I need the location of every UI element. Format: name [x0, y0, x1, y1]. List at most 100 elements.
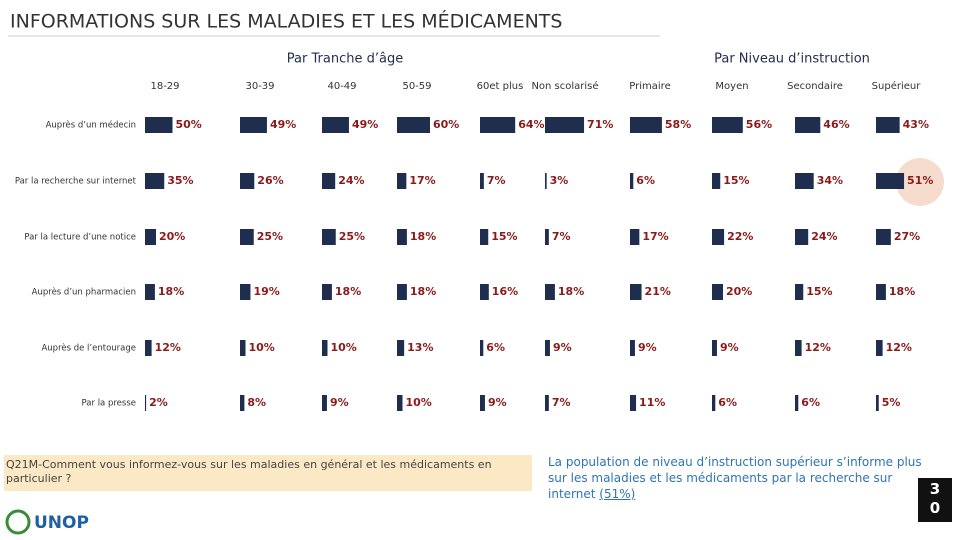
value-label: 58%	[665, 118, 691, 131]
value-label: 27%	[894, 230, 920, 243]
group-title: Par Niveau d’instruction	[714, 52, 870, 67]
value-label: 46%	[823, 118, 849, 131]
bar	[397, 284, 407, 300]
bar	[712, 229, 725, 245]
value-label: 20%	[726, 285, 752, 298]
bar	[240, 117, 267, 133]
row-label: Auprès d’un pharmacien	[32, 287, 136, 298]
value-label: 35%	[167, 174, 193, 187]
value-label: 9%	[488, 396, 507, 409]
bar	[630, 340, 635, 356]
question-wrap: Q21M-Comment vous informez-vous sur les …	[6, 458, 492, 485]
value-label: 10%	[249, 341, 275, 354]
value-label: 7%	[487, 174, 506, 187]
value-label: 16%	[492, 285, 518, 298]
bar	[876, 340, 883, 356]
value-label: 6%	[636, 174, 655, 187]
bar	[712, 117, 743, 133]
value-label: 6%	[801, 396, 820, 409]
logo-icon	[5, 509, 31, 535]
value-label: 15%	[491, 230, 517, 243]
bar	[795, 395, 799, 411]
value-label: 71%	[587, 118, 613, 131]
value-label: 6%	[486, 341, 505, 354]
bar	[876, 229, 891, 245]
value-label: 8%	[247, 396, 266, 409]
value-label: 20%	[159, 230, 185, 243]
value-label: 24%	[811, 230, 837, 243]
bar	[322, 173, 336, 189]
value-label: 18%	[410, 285, 436, 298]
value-label: 9%	[330, 396, 349, 409]
slide-title: INFORMATIONS SUR LES MALADIES ET LES MÉD…	[10, 10, 562, 33]
column-header: Moyen	[715, 81, 748, 92]
bar	[145, 229, 156, 245]
bar	[322, 284, 332, 300]
value-label: 6%	[718, 396, 737, 409]
bar	[545, 284, 555, 300]
bar	[876, 173, 905, 189]
bar	[480, 229, 489, 245]
bar	[240, 229, 254, 245]
bar	[145, 340, 152, 356]
value-label: 64%	[518, 118, 544, 131]
value-label: 7%	[552, 396, 571, 409]
group-title: Par Tranche d’âge	[287, 52, 403, 67]
value-label: 25%	[339, 230, 365, 243]
column-header: Non scolarisé	[531, 80, 598, 92]
row-label: Par la presse	[82, 399, 136, 409]
column-header: Secondaire	[787, 81, 843, 92]
bar	[240, 173, 255, 189]
bar	[145, 284, 155, 300]
value-label: 7%	[552, 230, 571, 243]
value-label: 18%	[158, 285, 184, 298]
value-label: 10%	[406, 396, 432, 409]
bar	[545, 395, 549, 411]
value-label: 56%	[746, 118, 772, 131]
bar	[795, 173, 814, 189]
value-label: 13%	[407, 341, 433, 354]
value-label: 12%	[886, 341, 912, 354]
bar	[545, 173, 547, 189]
bar	[630, 284, 642, 300]
row-label: Par la lecture d’une notice	[24, 233, 136, 243]
bar	[240, 395, 245, 411]
bar	[712, 340, 717, 356]
bar	[480, 340, 484, 356]
bar	[795, 340, 802, 356]
bar	[480, 173, 484, 189]
bar	[240, 284, 251, 300]
value-label: 18%	[558, 285, 584, 298]
bar	[322, 395, 327, 411]
column-header: 60et plus	[477, 81, 524, 92]
value-label: 25%	[257, 230, 283, 243]
value-label: 5%	[882, 396, 901, 409]
value-label: 21%	[645, 285, 671, 298]
bar	[630, 395, 637, 411]
bar	[876, 117, 900, 133]
value-label: 19%	[253, 285, 279, 298]
bar	[322, 229, 336, 245]
value-label: 15%	[806, 285, 832, 298]
value-label: 18%	[410, 230, 436, 243]
conclusion-wrap: La population de niveau d’instruction su…	[548, 455, 922, 501]
question: Q21M-Comment vous informez-vous sur les …	[6, 458, 492, 485]
row-label: Par la recherche sur internet	[15, 177, 137, 187]
bar	[545, 117, 585, 133]
value-label: 22%	[727, 230, 753, 243]
value-label: 9%	[638, 341, 657, 354]
bar	[145, 173, 165, 189]
bar	[397, 340, 405, 356]
value-label: 51%	[907, 174, 933, 187]
value-label: 26%	[257, 174, 283, 187]
conclusion: La population de niveau d’instruction su…	[548, 455, 922, 501]
bar	[480, 284, 489, 300]
bar	[630, 229, 640, 245]
value-label: 12%	[805, 341, 831, 354]
bar	[397, 173, 407, 189]
bar	[397, 229, 407, 245]
page-number: 30	[929, 480, 941, 517]
column-header: Primaire	[629, 81, 670, 92]
